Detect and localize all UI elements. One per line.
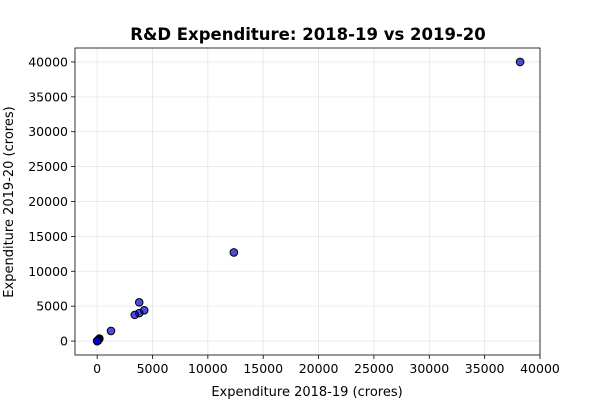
x-tick-label: 40000 (520, 361, 560, 376)
scatter-point (515, 57, 525, 67)
scatter-point (92, 336, 102, 346)
y-tick-label: 30000 (28, 124, 68, 139)
chart-title: R&D Expenditure: 2018-19 vs 2019-20 (130, 25, 486, 44)
x-tick-label: 0 (93, 361, 101, 376)
y-tick-label: 35000 (28, 89, 68, 104)
y-axis-label: Expenditure 2019-20 (crores) (2, 106, 17, 297)
scatter-point (229, 248, 239, 257)
x-axis-label: Expenditure 2018-19 (crores) (211, 385, 402, 400)
data-points (92, 57, 525, 346)
x-tick-label: 20000 (299, 361, 339, 376)
x-tick-label: 35000 (465, 361, 505, 376)
x-tick-label: 15000 (243, 361, 283, 376)
grid (75, 48, 541, 355)
scatter-point (130, 310, 140, 320)
x-tick-label: 30000 (409, 361, 449, 376)
x-tick-label: 25000 (354, 361, 394, 376)
x-tick-label: 10000 (188, 361, 228, 376)
y-axis-ticks: 0 5000 10000 15000 20000 25000 30000 35000 40000 (28, 54, 75, 349)
y-tick-label: 20000 (28, 194, 68, 209)
x-axis-ticks: 0 5000 10000 15000 20000 25000 30000 35000 40000 (93, 355, 560, 376)
y-tick-label: 25000 (28, 159, 68, 174)
y-tick-label: 5000 (36, 299, 68, 314)
y-tick-label: 10000 (28, 264, 68, 279)
x-tick-label: 5000 (137, 361, 169, 376)
y-tick-label: 40000 (28, 54, 68, 69)
scatter-point (106, 326, 116, 336)
y-tick-label: 0 (60, 334, 68, 349)
scatter-point (134, 298, 144, 307)
y-tick-label: 15000 (28, 229, 68, 244)
